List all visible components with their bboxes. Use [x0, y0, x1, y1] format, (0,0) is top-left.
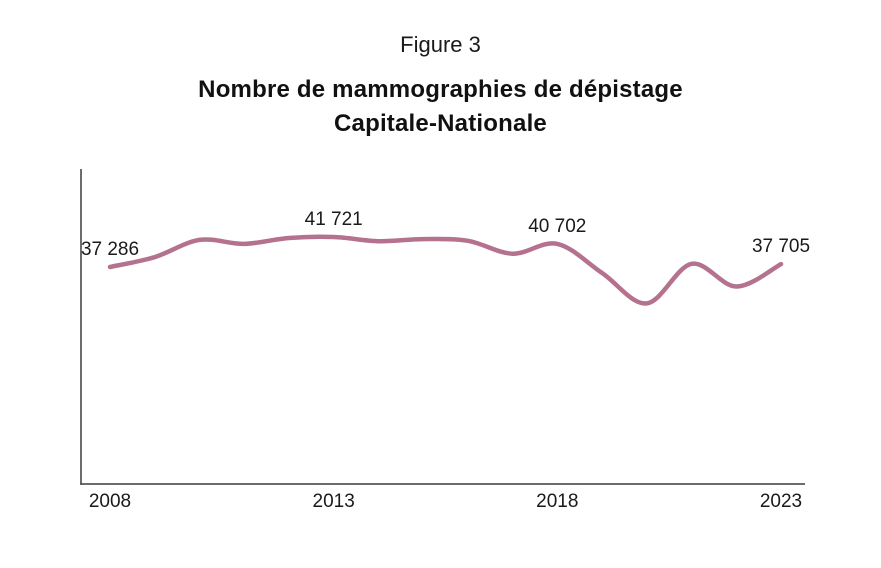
chart-subtitle: Capitale-Nationale: [334, 110, 547, 137]
chart-title: Nombre de mammographies de dépistage: [198, 76, 683, 103]
figure-label: Figure 3: [400, 32, 481, 57]
trend-line: [107, 234, 784, 306]
